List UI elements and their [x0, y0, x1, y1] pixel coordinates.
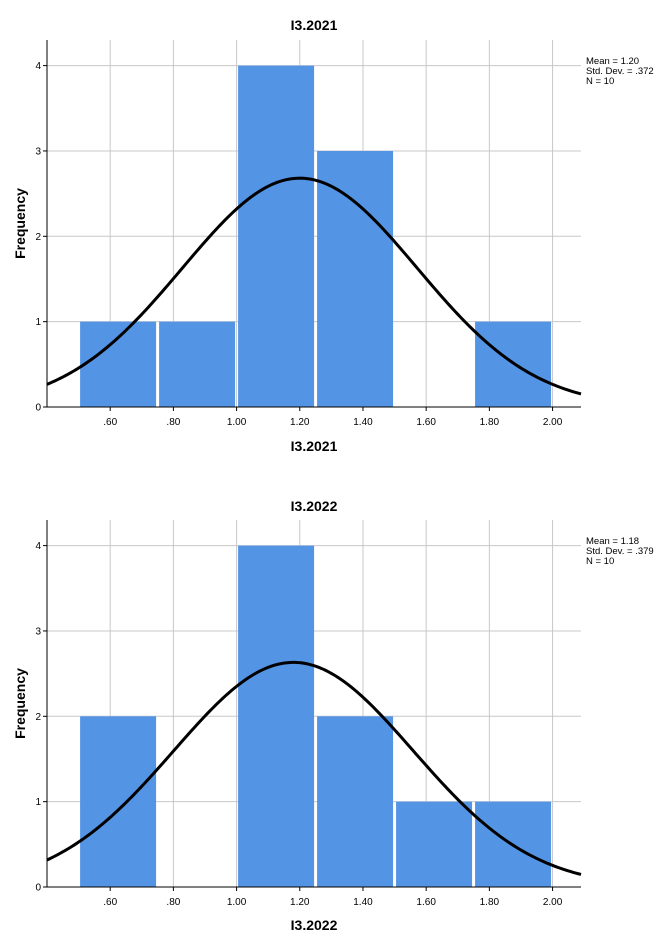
stats-label: Mean = 1.18 [586, 536, 639, 547]
stats-label: N = 10 [586, 76, 614, 87]
x-tick-label: .80 [166, 897, 180, 908]
y-tick-label: 1 [35, 797, 41, 808]
y-tick-label: 4 [35, 61, 41, 72]
y-tick-label: 2 [35, 232, 41, 243]
histogram-chart-1: 0 1 2 3 4 .60 .80 1.00 1.20 1.40 1.60 1.80 2.00 I3.20… [12, 17, 654, 454]
y-tick-label: 3 [35, 146, 41, 157]
stats-label: Std. Dev. = .379 [586, 546, 654, 557]
x-axis-title: I3.2022 [291, 917, 338, 933]
x-tick-label: 1.80 [480, 417, 500, 428]
histogram-bar [159, 321, 236, 407]
chart-title: I3.2021 [291, 17, 338, 33]
x-tick-label: 2.00 [543, 897, 563, 908]
y-tick-label: 3 [35, 626, 41, 637]
histogram-bar [317, 150, 394, 407]
y-tick-label: 1 [35, 317, 41, 328]
histogram-bar [80, 716, 157, 887]
histogram-chart-2: 0 1 2 3 4 .60 .80 1.00 1.20 1.40 1.60 1.80 2.00 I3.20… [12, 498, 654, 933]
histogram-bar [80, 321, 157, 407]
y-tick-label: 0 [35, 403, 41, 414]
normal-curve [46, 176, 582, 396]
x-tick-label: 1.80 [480, 897, 500, 908]
stats-label: Std. Dev. = .372 [586, 66, 654, 77]
y-axis-title: Frequency [12, 668, 28, 739]
y-axis-title: Frequency [12, 188, 28, 259]
histogram-bar [317, 716, 394, 887]
x-tick-label: 1.00 [227, 897, 247, 908]
x-axis-title: I3.2021 [291, 438, 338, 454]
x-tick-label: 1.20 [290, 897, 310, 908]
histogram-bar [238, 545, 315, 887]
histogram-bar [396, 801, 473, 887]
stats-label: N = 10 [586, 556, 614, 567]
x-tick-label: .80 [166, 417, 180, 428]
y-tick-label: 0 [35, 883, 41, 894]
stats-label: Mean = 1.20 [586, 56, 639, 67]
x-tick-label: 1.40 [353, 897, 373, 908]
x-tick-label: 1.60 [416, 897, 436, 908]
histogram-bar [238, 65, 315, 408]
x-tick-label: 1.20 [290, 417, 310, 428]
chart-title: I3.2022 [291, 498, 338, 514]
x-tick-label: 1.40 [353, 417, 373, 428]
y-tick-label: 4 [35, 541, 41, 552]
y-tick-label: 2 [35, 712, 41, 723]
x-tick-label: 1.00 [227, 417, 247, 428]
x-tick-label: .60 [103, 417, 117, 428]
x-tick-label: 1.60 [416, 417, 436, 428]
x-tick-label: .60 [103, 897, 117, 908]
x-tick-label: 2.00 [543, 417, 563, 428]
normal-curve [46, 660, 582, 876]
